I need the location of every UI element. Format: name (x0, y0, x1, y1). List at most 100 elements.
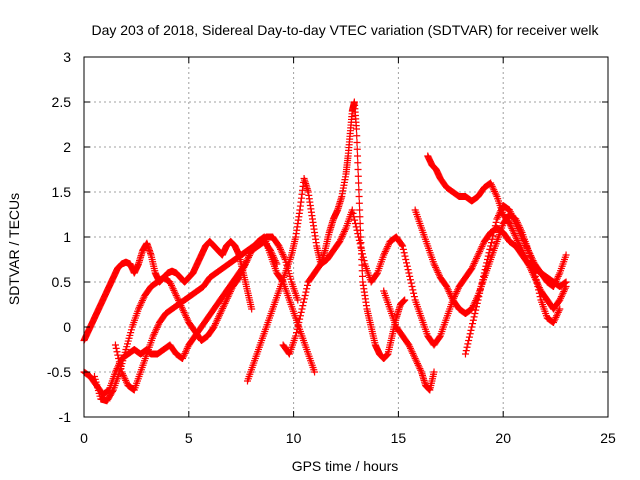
data-point (469, 263, 477, 271)
data-point (496, 208, 504, 216)
data-point (182, 348, 190, 356)
data-point (120, 373, 128, 381)
series-arc-7 (380, 287, 438, 394)
data-point (219, 303, 227, 311)
data-point (561, 286, 569, 294)
data-point (399, 242, 407, 250)
data-point (551, 315, 559, 323)
data-point (410, 289, 418, 297)
data-point (521, 253, 529, 261)
data-point (244, 255, 252, 263)
data-point (464, 340, 472, 348)
data-point (553, 274, 561, 282)
data-point (470, 313, 478, 321)
data-point (430, 260, 438, 268)
x-tick-label: 10 (286, 430, 302, 446)
data-point (510, 230, 518, 238)
data-point (150, 330, 158, 338)
data-point (462, 347, 470, 355)
data-point (349, 209, 357, 217)
data-point (487, 179, 495, 187)
data-point (557, 294, 565, 302)
data-point (169, 285, 177, 293)
data-point (506, 208, 514, 216)
data-point (303, 281, 311, 289)
data-point (495, 210, 503, 218)
data-point (531, 269, 539, 277)
data-point (270, 253, 278, 261)
data-point (447, 291, 455, 299)
data-point (353, 226, 361, 234)
data-point (444, 286, 452, 294)
data-point (506, 221, 514, 229)
data-point (122, 376, 130, 384)
data-point (473, 299, 481, 307)
data-point (405, 341, 413, 349)
data-point (533, 279, 541, 287)
data-point (491, 187, 499, 195)
data-point (562, 251, 570, 259)
data-point (469, 302, 477, 310)
data-point (170, 286, 178, 294)
data-point (355, 186, 363, 194)
data-point (134, 305, 142, 313)
data-point (166, 278, 174, 286)
data-point (277, 247, 285, 255)
data-point (505, 206, 513, 214)
data-point (516, 241, 524, 249)
data-point (490, 229, 498, 236)
data-point (415, 363, 423, 371)
x-axis-label: GPS time / hours (292, 458, 399, 474)
data-point (359, 253, 367, 261)
data-point (167, 280, 175, 288)
data-point (507, 223, 515, 231)
data-point (553, 312, 561, 320)
data-point (241, 260, 249, 268)
data-point (171, 288, 179, 296)
data-point (491, 225, 499, 233)
data-points (80, 98, 570, 405)
data-point (119, 370, 127, 378)
data-point (560, 288, 568, 296)
data-point (471, 310, 479, 317)
data-point (215, 313, 223, 321)
data-point (295, 319, 303, 326)
data-point (278, 249, 286, 257)
data-point (519, 235, 527, 243)
data-point (405, 269, 413, 277)
data-point (354, 230, 362, 238)
data-point (358, 247, 366, 254)
y-tick-label: 0 (63, 319, 71, 335)
data-point (468, 305, 476, 313)
y-tick-label: 0.5 (52, 274, 72, 290)
data-point (356, 206, 364, 214)
data-point (452, 289, 460, 297)
data-point (417, 366, 425, 374)
data-point (469, 261, 477, 269)
data-point (523, 243, 531, 251)
data-point (554, 272, 562, 280)
data-point (431, 262, 439, 270)
data-point (340, 227, 348, 235)
data-point (381, 249, 389, 257)
data-point (406, 272, 414, 280)
data-point (535, 286, 543, 294)
data-point (471, 258, 479, 266)
data-point (168, 281, 176, 289)
data-point (341, 226, 349, 234)
data-point (137, 300, 145, 308)
data-point (354, 159, 362, 167)
data-point (525, 262, 533, 270)
data-point (443, 283, 451, 290)
data-point (237, 270, 245, 278)
data-point (475, 293, 483, 301)
data-point (179, 355, 187, 362)
data-point (116, 361, 124, 369)
data-point (267, 248, 275, 256)
data-point (115, 358, 123, 366)
data-point (561, 284, 569, 292)
data-point (381, 248, 389, 256)
data-point (226, 288, 234, 296)
data-point (521, 240, 529, 248)
y-tick-label: 3 (63, 49, 71, 65)
